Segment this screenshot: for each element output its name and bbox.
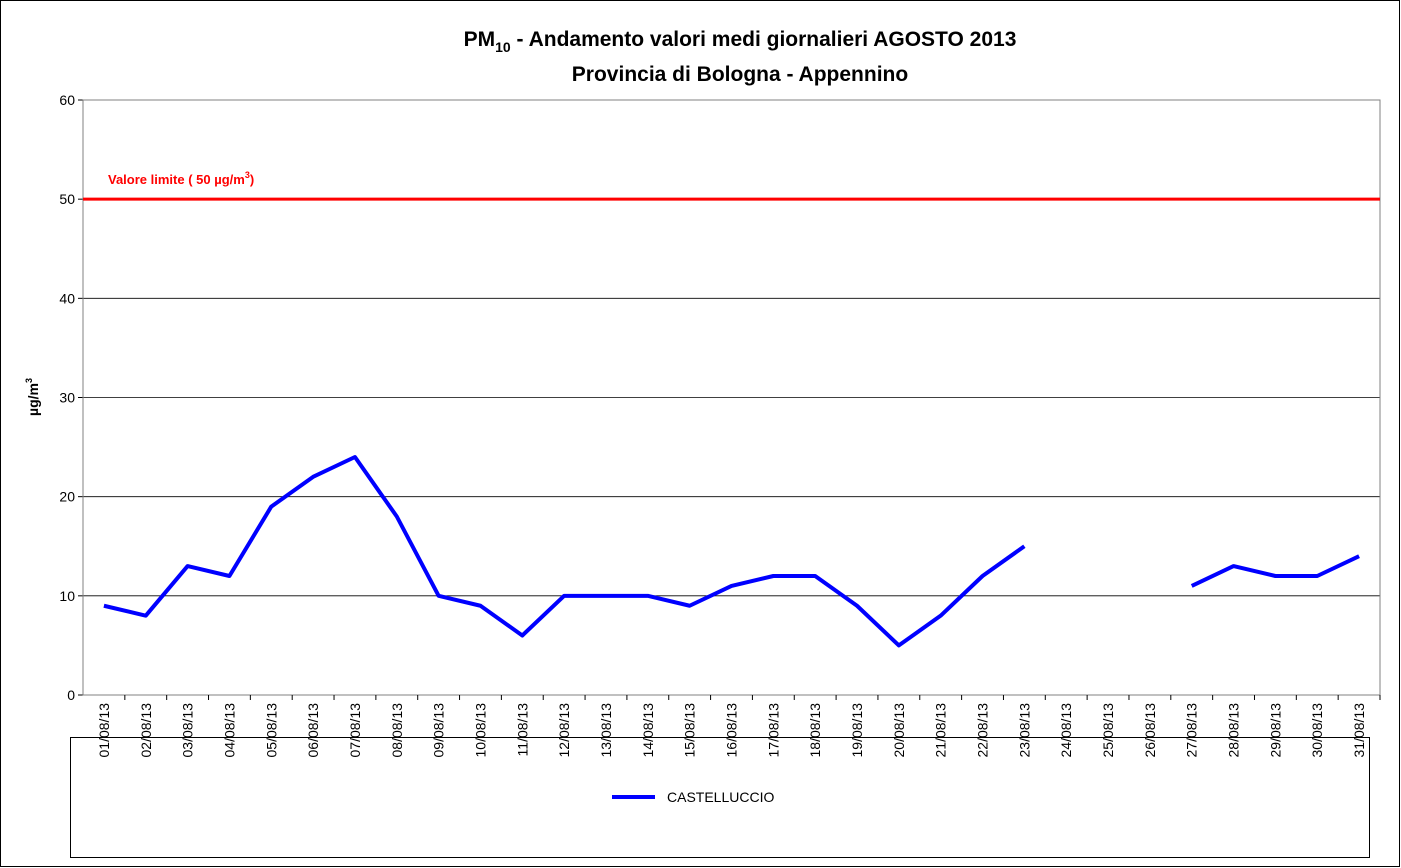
x-tick-label: 22/08/13 <box>975 703 991 758</box>
title-sub: 10 <box>495 39 511 55</box>
y-tick-label: 60 <box>59 92 75 108</box>
x-tick-label: 14/08/13 <box>640 703 656 758</box>
x-tick-label: 27/08/13 <box>1184 703 1200 758</box>
x-tick-label: 05/08/13 <box>263 703 279 758</box>
limit-label-end: ) <box>250 172 254 187</box>
x-tick-label: 03/08/13 <box>180 703 196 758</box>
x-tick-label: 09/08/13 <box>431 703 447 758</box>
limit-label-main: Valore limite ( 50 µg/m <box>108 172 245 187</box>
x-tick-label: 01/08/13 <box>96 703 112 758</box>
x-tick-label: 20/08/13 <box>891 703 907 758</box>
series-line <box>103 455 1360 648</box>
x-tick-label: 25/08/13 <box>1100 703 1116 758</box>
x-tick-label: 29/08/13 <box>1267 703 1283 758</box>
x-tick-label: 10/08/13 <box>472 703 488 758</box>
legend-label: CASTELLUCCIO <box>667 789 774 805</box>
title-main: PM <box>464 28 496 51</box>
x-tick-label: 23/08/13 <box>1016 703 1032 758</box>
x-tick-label: 28/08/13 <box>1226 703 1242 758</box>
x-tick-label: 16/08/13 <box>724 703 740 758</box>
x-tick-label: 04/08/13 <box>221 703 237 758</box>
chart-subtitle: Provincia di Bologna - Appennino <box>572 63 908 86</box>
x-tick-label: 13/08/13 <box>598 703 614 758</box>
x-tick-label: 31/08/13 <box>1351 703 1367 758</box>
x-tick-label: 21/08/13 <box>933 703 949 758</box>
y-tick-label: 0 <box>67 687 75 703</box>
x-tick-label: 15/08/13 <box>682 703 698 758</box>
x-tick-label: 07/08/13 <box>347 703 363 758</box>
x-tick-label: 02/08/13 <box>138 703 154 758</box>
title-rest: - Andamento valori medi giornalieri AGOS… <box>511 28 1017 51</box>
x-tick-label: 18/08/13 <box>807 703 823 758</box>
x-tick-label: 30/08/13 <box>1309 703 1325 758</box>
y-label-sup: 3 <box>24 378 34 383</box>
legend-box <box>70 737 1370 858</box>
chart-title: PM10 - Andamento valori medi giornalieri… <box>464 28 1017 55</box>
limit-label-sup: 3 <box>245 170 250 180</box>
y-tick-label: 40 <box>59 290 75 306</box>
limit-label: Valore limite ( 50 µg/m3) <box>108 170 254 187</box>
x-tick-label: 17/08/13 <box>765 703 781 758</box>
x-tick-label: 19/08/13 <box>849 703 865 758</box>
y-label-main: µg/m <box>25 383 41 416</box>
y-tick-label: 20 <box>59 489 75 505</box>
x-tick-label: 06/08/13 <box>305 703 321 758</box>
plot-frame <box>82 99 1381 696</box>
y-axis-label: µg/m3 <box>24 378 41 416</box>
x-tick-label: 26/08/13 <box>1142 703 1158 758</box>
x-tick-label: 12/08/13 <box>556 703 572 758</box>
x-tick-label: 08/08/13 <box>389 703 405 758</box>
y-tick-label: 30 <box>59 390 75 406</box>
x-tick-label: 24/08/13 <box>1058 703 1074 758</box>
y-tick-label: 10 <box>59 588 75 604</box>
y-tick-label: 50 <box>59 191 75 207</box>
x-tick-label: 11/08/13 <box>514 703 530 757</box>
